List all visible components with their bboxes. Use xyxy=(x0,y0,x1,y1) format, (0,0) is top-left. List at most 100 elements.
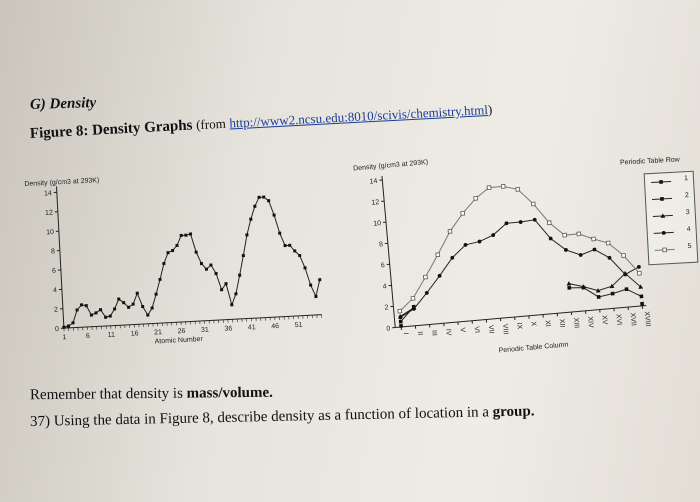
right-data-point xyxy=(532,217,537,222)
legend-marker xyxy=(660,197,664,201)
left-data-point xyxy=(314,294,318,299)
left-data-point xyxy=(71,321,75,325)
left-x-tick-label: 1 xyxy=(62,334,66,341)
right-data-point xyxy=(491,233,496,237)
right-data-point xyxy=(548,236,553,241)
right-x-tick-label: I xyxy=(402,332,409,335)
right-x-tick-label: VI xyxy=(473,326,481,333)
left-x-tick-label: 21 xyxy=(154,329,162,336)
left-y-tick-label: 14 xyxy=(44,190,52,197)
right-x-tick-label: IX xyxy=(515,322,523,330)
right-data-point xyxy=(609,283,615,289)
left-x-tick-label: 16 xyxy=(131,330,139,337)
legend-marker xyxy=(661,230,666,235)
right-y-tick-label: 2 xyxy=(384,304,389,311)
left-y-tick-label: 10 xyxy=(46,229,54,236)
left-data-point xyxy=(303,266,307,270)
left-data-point xyxy=(224,282,228,286)
legend-label: 4 xyxy=(686,225,691,234)
right-data-point xyxy=(398,319,403,324)
left-data-point xyxy=(98,308,103,312)
right-data-point xyxy=(636,264,641,269)
right-data-point xyxy=(412,306,416,311)
density-note: Remember that density is mass/volume. xyxy=(30,385,273,405)
left-x-tick-label: 46 xyxy=(271,323,279,330)
right-series-line xyxy=(400,307,415,317)
left-data-point xyxy=(184,233,188,237)
left-chart-title: Density (g/cm3 at 293K) xyxy=(24,177,99,188)
left-data-point xyxy=(188,232,193,236)
left-data-point xyxy=(309,283,313,287)
right-data-point xyxy=(621,253,626,258)
right-data-point xyxy=(500,184,506,189)
right-data-point xyxy=(399,323,404,328)
question-bold: group. xyxy=(492,403,535,421)
left-data-point xyxy=(194,250,198,254)
left-data-point xyxy=(141,304,145,309)
right-y-tick-label: 14 xyxy=(369,178,377,186)
legend-label: 5 xyxy=(687,242,692,251)
legend-swatch xyxy=(654,247,675,253)
right-data-point xyxy=(637,270,642,276)
right-x-tick-label: IV xyxy=(444,329,452,337)
left-data-point xyxy=(253,204,257,208)
legend-item: 4 xyxy=(647,223,696,242)
left-y-axis xyxy=(56,186,65,329)
left-data-point xyxy=(89,313,94,317)
right-y-tick-label: 12 xyxy=(371,199,379,207)
left-data-point xyxy=(204,267,209,271)
right-data-point xyxy=(591,236,596,242)
left-data-point xyxy=(209,263,213,267)
left-data-point xyxy=(127,305,131,309)
left-x-tick-label: 26 xyxy=(177,328,185,335)
left-x-tick-label: 51 xyxy=(295,322,303,329)
right-x-tick-label: II xyxy=(416,331,423,336)
left-data-point xyxy=(238,273,242,277)
right-data-point xyxy=(581,284,586,289)
left-data-point xyxy=(288,243,292,247)
left-data-point xyxy=(84,304,88,308)
right-data-point xyxy=(623,272,628,277)
left-data-point xyxy=(150,306,154,310)
right-data-point xyxy=(447,229,453,234)
right-series-line xyxy=(569,287,642,298)
left-x-axis-label: Atomic Number xyxy=(154,336,203,346)
right-data-point xyxy=(578,253,583,257)
left-data-point xyxy=(171,248,175,253)
right-x-tick-label: VIII xyxy=(501,324,509,335)
legend-swatch xyxy=(651,197,673,201)
left-data-point xyxy=(166,251,170,255)
right-y-tick-label: 0 xyxy=(386,325,391,332)
left-data-point xyxy=(122,301,126,305)
right-series-line xyxy=(400,219,640,318)
right-y-tick-label: 10 xyxy=(373,220,381,228)
right-data-point xyxy=(397,308,403,314)
right-data-point xyxy=(638,284,644,289)
right-data-point xyxy=(605,240,611,246)
right-data-point xyxy=(473,196,479,201)
left-data-point xyxy=(62,325,66,329)
legend-swatch xyxy=(653,230,674,235)
right-chart-title: Density (g/cm3 at 293K) xyxy=(353,159,428,173)
left-x-tick-label: 6 xyxy=(86,333,90,340)
legend-item: 2 xyxy=(646,189,695,208)
right-x-tick-label: XII xyxy=(558,319,566,328)
right-data-point xyxy=(460,210,466,216)
left-data-point xyxy=(179,233,183,238)
left-data-point xyxy=(108,314,112,318)
left-data-point xyxy=(262,195,266,199)
note-text: Remember that density is xyxy=(29,385,187,404)
right-x-tick-label: X xyxy=(529,321,536,327)
legend-swatch xyxy=(652,213,673,218)
right-data-point xyxy=(423,274,428,280)
legend-label: 2 xyxy=(684,192,690,200)
left-x-axis xyxy=(63,314,322,329)
legend-marker xyxy=(659,180,663,184)
right-y-tick-label: 4 xyxy=(382,283,387,290)
left-x-tick-label: 36 xyxy=(224,325,232,332)
left-y-tick-label: 6 xyxy=(52,268,56,275)
right-data-point xyxy=(515,187,521,192)
